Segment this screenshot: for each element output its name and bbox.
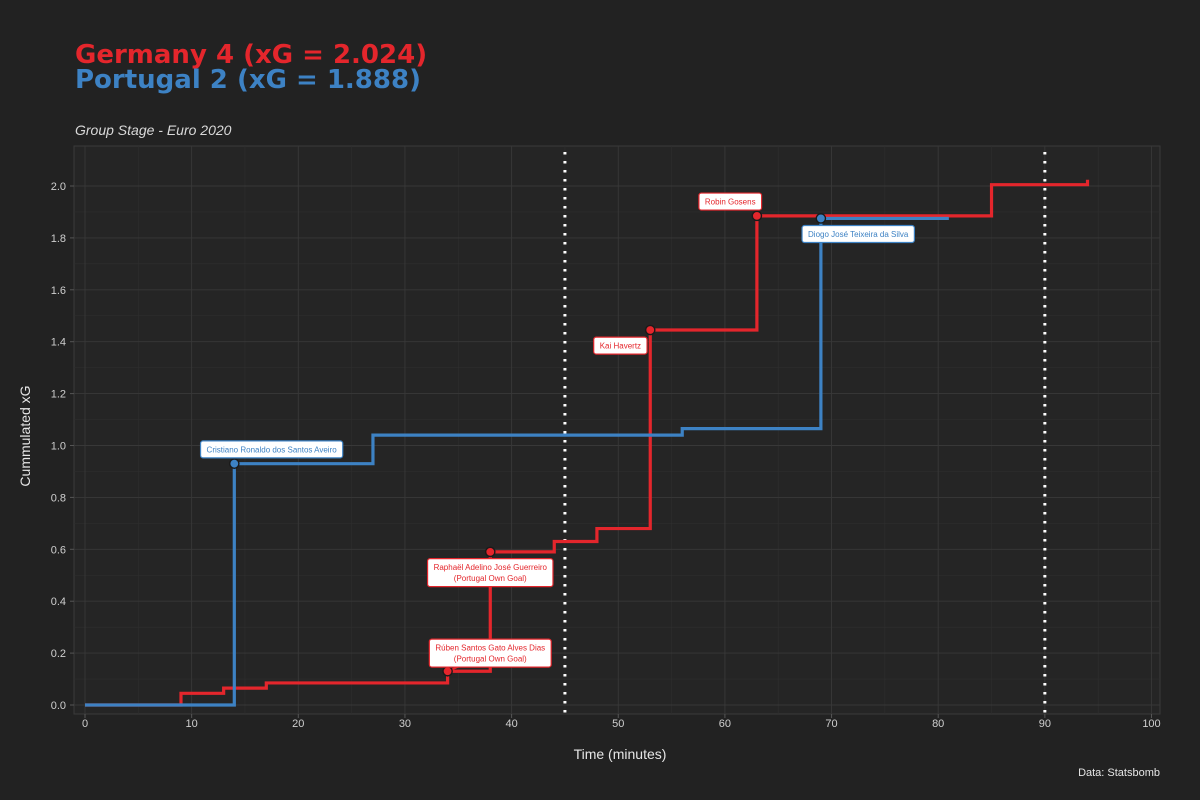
goal-label: Cristiano Ronaldo dos Santos Aveiro	[199, 440, 344, 459]
x-tick-label: 30	[399, 718, 411, 730]
goal-points	[229, 210, 827, 677]
goal-label-box	[801, 224, 915, 244]
series-line-portugal	[85, 216, 949, 707]
goal-point	[442, 665, 453, 677]
y-tick-label: 0.2	[51, 648, 66, 660]
y-tick-label: 1.6	[51, 285, 66, 297]
y-tick-label: 1.8	[51, 233, 66, 245]
plot-panel-border	[73, 145, 1161, 715]
goal-point	[644, 324, 656, 336]
goal-label-text: Robin Gosens	[705, 198, 756, 207]
data-source-caption: Data: Statsbomb	[1078, 767, 1160, 779]
x-tick-label: 60	[719, 718, 731, 730]
y-tick-label: 1.4	[51, 337, 66, 349]
goal-label: Diogo José Teixeira da Silva	[801, 224, 915, 244]
goal-label-box	[698, 192, 763, 211]
goal-label: Robin Gosens	[698, 192, 763, 211]
goal-point	[484, 546, 496, 558]
x-tick-label: 50	[612, 718, 624, 730]
x-tick-label: 10	[186, 718, 198, 730]
y-tick-label: 1.2	[51, 389, 66, 401]
y-tick-label: 1.0	[51, 441, 66, 453]
x-tick-label: 100	[1142, 718, 1160, 730]
goal-label: Rúben Santos Gato Alves Dias (Portugal Ow…	[428, 638, 552, 668]
goal-label-box	[428, 638, 552, 668]
chart-title-germany: Germany 4 (xG = 2.024)	[75, 40, 428, 70]
goal-label-text: (Portugal Own Goal)	[454, 655, 527, 664]
y-tick-label: 0.6	[51, 544, 66, 556]
goal-label-box	[426, 558, 554, 588]
goal-label-text: Rúben Santos Gato Alves Dias	[435, 644, 545, 653]
x-tick-label: 70	[825, 718, 837, 730]
goal-label-text: Cristiano Ronaldo dos Santos Aveiro	[207, 445, 338, 454]
x-tick-label: 20	[292, 718, 304, 730]
goal-label-box	[593, 336, 648, 355]
goal-label-text: Raphaël Adelino José Guerreiro	[434, 563, 548, 572]
x-tick-label: 90	[1039, 718, 1051, 730]
goal-point	[229, 458, 240, 469]
plot-panel	[73, 145, 1161, 715]
x-tick-label: 80	[932, 718, 944, 730]
y-tick-label: 0.0	[51, 700, 66, 712]
y-tick-label: 0.4	[51, 596, 66, 608]
x-tick-labels: 0 10 20 30 40 50 60 70 80 90 100	[82, 714, 1161, 730]
half-markers	[563, 152, 1047, 714]
goal-label: Raphaël Adelino José Guerreiro (Portugal …	[426, 558, 554, 588]
series-lines	[85, 179, 1090, 707]
y-tick-labels: 0.0 0.2 0.4 0.6 0.8 1.0 1.2 1.4 1.6 1.8 2.0	[51, 181, 74, 712]
y-tick-label: 2.0	[51, 181, 66, 193]
goal-labels: Rúben Santos Gato Alves Dias (Portugal Ow…	[199, 192, 915, 668]
series-line-germany	[85, 179, 1090, 707]
chart-title-portugal: Portugal 2 (xG = 1.888)	[75, 65, 421, 95]
goal-label-text: Kai Havertz	[600, 342, 641, 351]
goal-point	[815, 213, 827, 224]
chart-subtitle: Group Stage - Euro 2020	[75, 122, 232, 138]
goal-label-text: (Portugal Own Goal)	[454, 574, 527, 583]
y-tick-label: 0.8	[51, 492, 66, 504]
x-axis-label: Time (minutes)	[573, 746, 667, 762]
x-tick-label: 40	[505, 718, 517, 730]
x-tick-label: 0	[82, 718, 88, 730]
goal-label: Kai Havertz	[593, 336, 648, 355]
goal-point	[751, 210, 763, 222]
grid-lines	[74, 146, 1160, 714]
goal-label-text: Diogo José Teixeira da Silva	[808, 230, 909, 239]
goal-label-box	[199, 440, 344, 459]
